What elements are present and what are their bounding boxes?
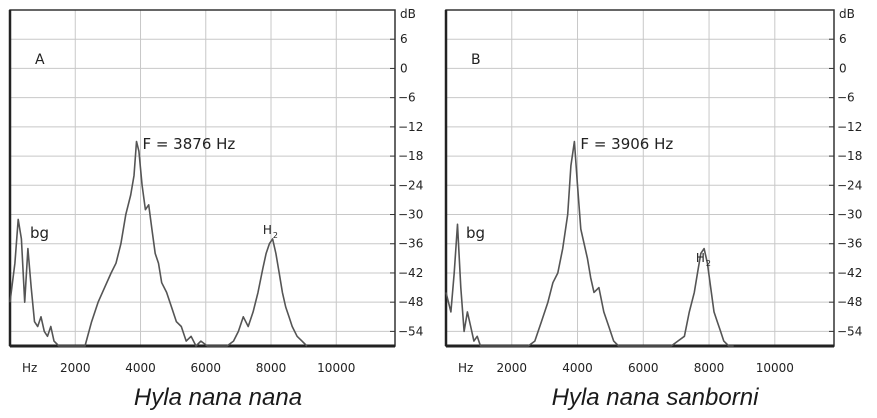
caption-a: Hyla nana nana [133, 384, 303, 411]
y-tick-label: 6 [839, 32, 847, 46]
background-noise-label: bg [30, 224, 49, 242]
background-noise-label: bg [466, 224, 485, 242]
y-tick-label: −6 [837, 91, 855, 105]
y-tick-label: −36 [398, 237, 423, 251]
panel-letter: A [35, 52, 45, 68]
y-tick-label: 6 [400, 32, 408, 46]
x-tick-label: 6000 [628, 361, 659, 375]
y-tick-label: −30 [398, 208, 423, 222]
y-tick-label: 0 [400, 61, 408, 75]
y-tick-label: −30 [837, 208, 862, 222]
y-tick-label: −18 [398, 149, 423, 163]
harmonic-subscript: 2 [273, 231, 278, 240]
x-tick-label: 6000 [190, 361, 221, 375]
harmonic-subscript: 2 [706, 259, 711, 268]
x-tick-label: 10000 [317, 361, 355, 375]
x-tick-label: 2000 [60, 361, 91, 375]
x-axis-label: Hz [458, 361, 473, 375]
y-tick-label: −24 [398, 178, 423, 192]
y-tick-label: −6 [398, 91, 416, 105]
y-tick-label: −48 [398, 295, 423, 309]
y-tick-label: −48 [837, 295, 862, 309]
x-tick-label: 8000 [694, 361, 725, 375]
spectrum-line [9, 140, 308, 347]
harmonic-label: H [263, 223, 272, 237]
x-tick-label: 10000 [756, 361, 794, 375]
panel-letter: B [471, 52, 481, 68]
x-tick-label: 4000 [125, 361, 156, 375]
x-tick-label: 2000 [496, 361, 527, 375]
panel-b: dB 6 0 −6 −12 −18 −24 −30 −36 −42 −48 −54 Hz 2000 4000… [444, 7, 862, 375]
peak-frequency-label: F = 3906 Hz [580, 135, 673, 153]
y-tick-label: −24 [837, 178, 862, 192]
y-tick-label: −18 [837, 149, 862, 163]
plot-area [10, 10, 395, 346]
y-axis-label: dB [400, 7, 416, 21]
y-tick-label: −36 [837, 237, 862, 251]
y-tick-label: −54 [837, 324, 862, 338]
y-tick-label: −54 [398, 324, 423, 338]
y-tick-label: −42 [837, 266, 862, 280]
plot-area [446, 10, 834, 346]
y-tick-label: −12 [398, 120, 423, 134]
y-axis-label: dB [839, 7, 855, 21]
y-tick-label: −42 [398, 266, 423, 280]
x-tick-label: 8000 [256, 361, 287, 375]
harmonic-label: H [696, 251, 705, 265]
panel-a: dB 6 0 −6 −12 −18 −24 −30 −36 −42 −48 −54 Hz 2000 4000… [8, 7, 423, 375]
y-tick-label: 0 [839, 61, 847, 75]
peak-frequency-label: F = 3876 Hz [142, 135, 235, 153]
spectrum-line [445, 140, 734, 347]
x-axis-label: Hz [22, 361, 37, 375]
y-tick-label: −12 [837, 120, 862, 134]
caption-b: Hyla nana sanborni [551, 384, 759, 411]
x-tick-label: 4000 [562, 361, 593, 375]
